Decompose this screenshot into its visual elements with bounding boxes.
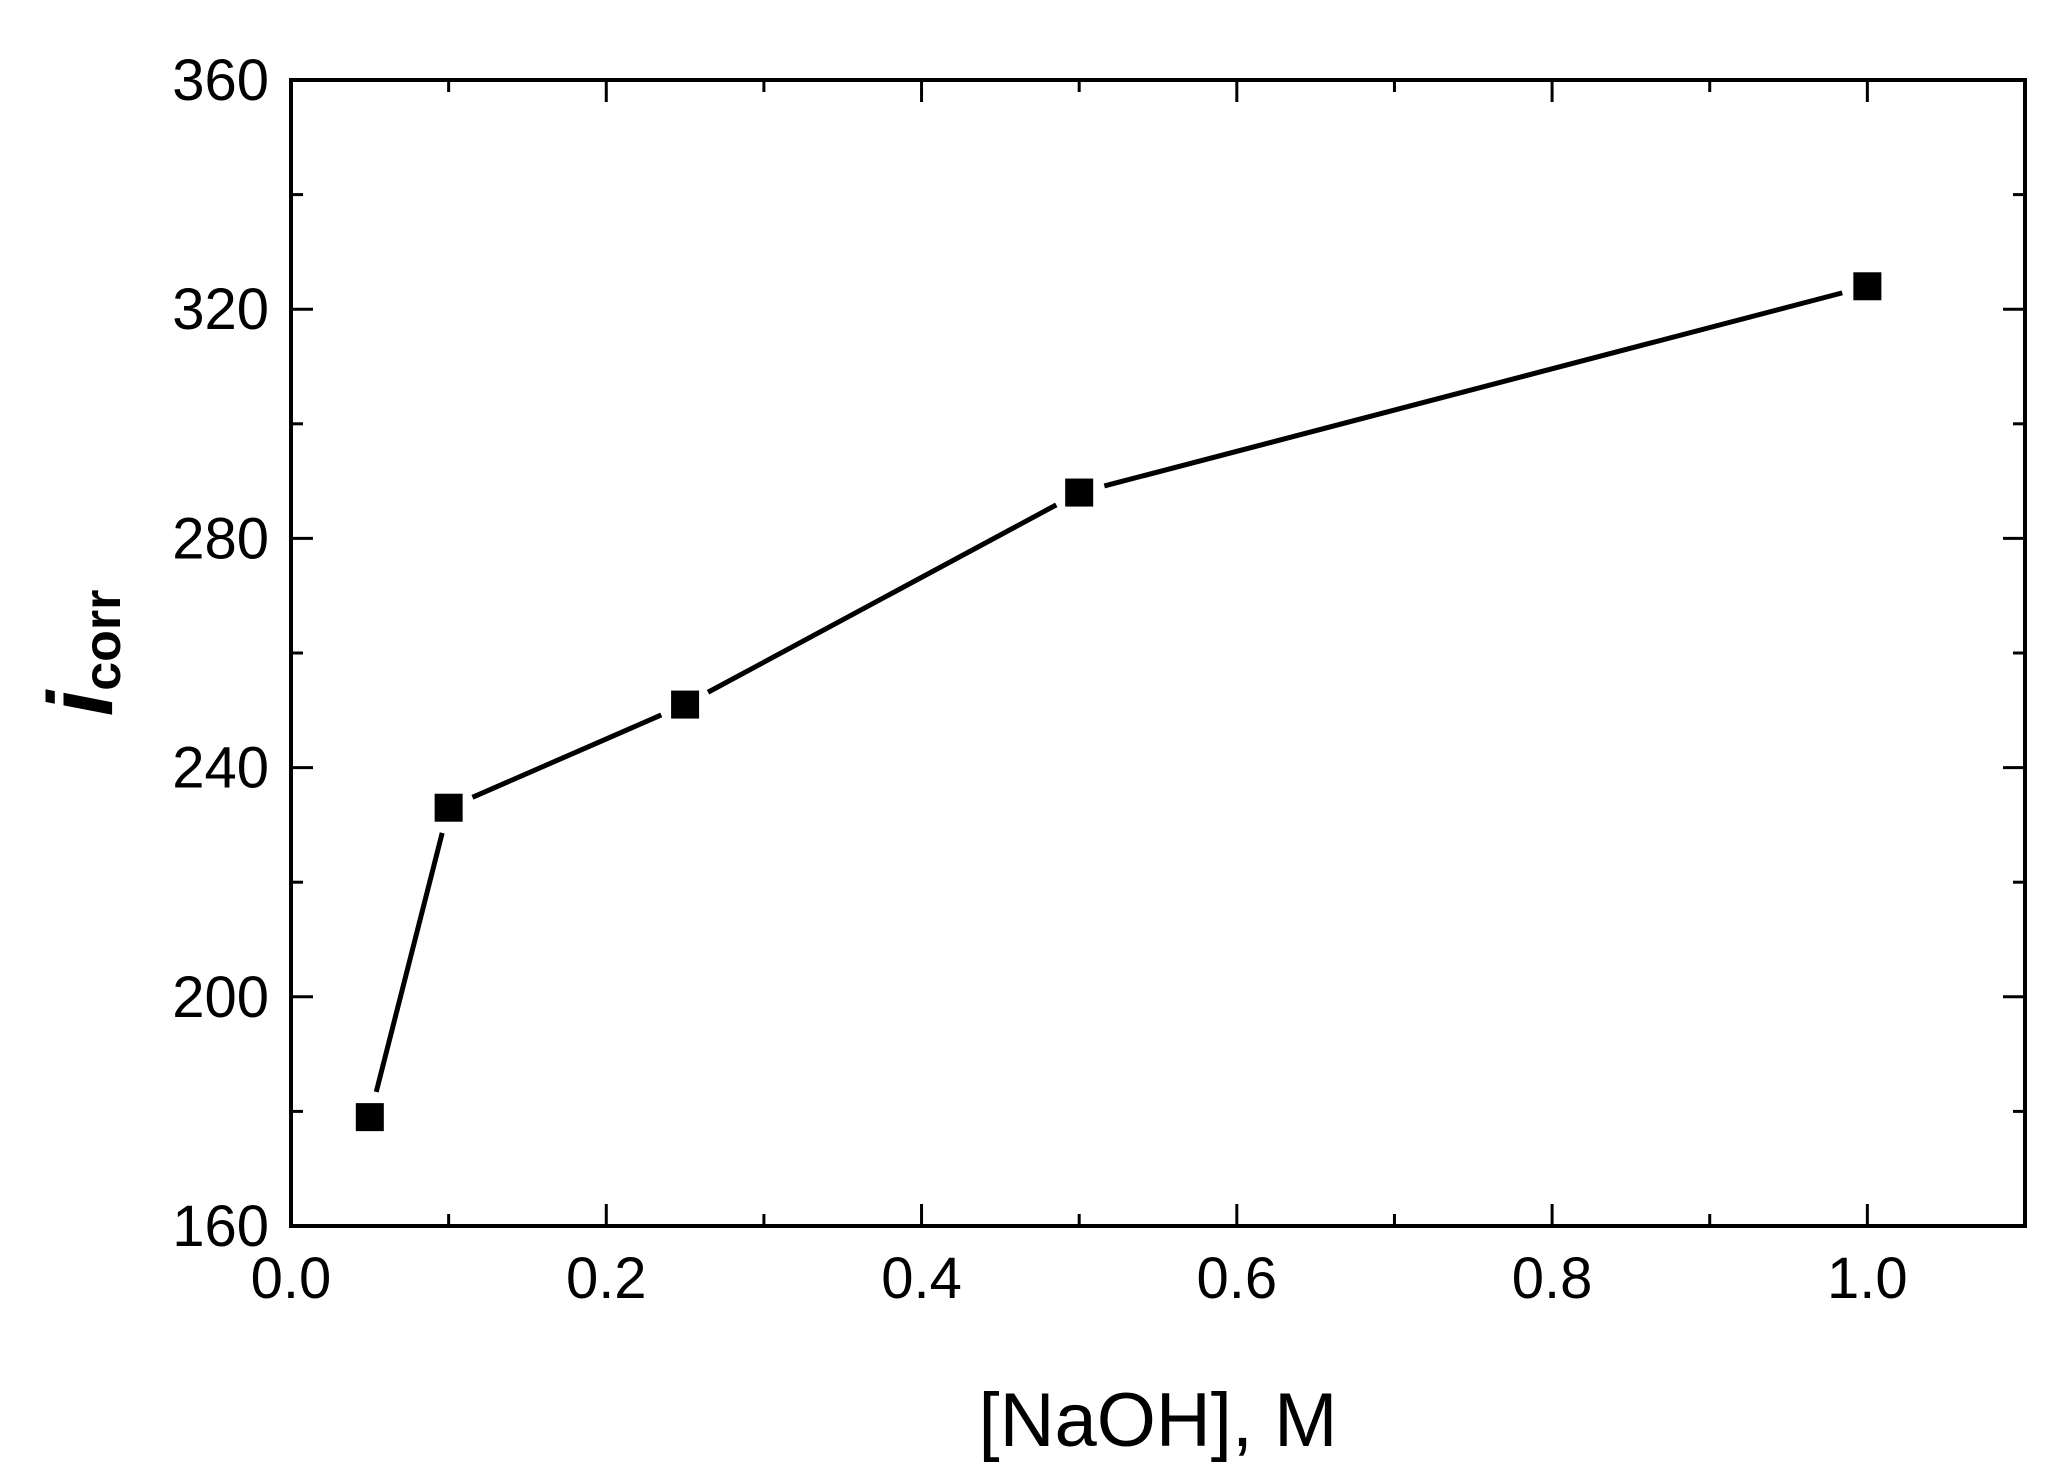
series-layer [355,272,1882,1132]
data-point [1853,272,1882,301]
x-axis-title: [NaOH], M [979,1378,1338,1463]
y-tick-label: 320 [172,277,269,342]
y-axis-title: icorr [30,590,132,717]
series-line-segment [373,832,445,1093]
axis-ticks: 0.0 0.2 0.4 0.6 0.8 1.0 160 200 240 280 320 360 [172,48,2027,1311]
data-point [355,1103,384,1132]
x-tick-label: 1.0 [1827,1246,1908,1311]
y-tick-label: 240 [172,736,269,801]
plot-frame [289,78,2027,1228]
svg-text:icorr: icorr [30,590,132,717]
series-line-segment [1103,290,1843,489]
y-tick-label: 280 [172,506,269,571]
x-tick-label: 0.6 [1196,1246,1277,1311]
x-tick-label: 0.0 [251,1246,332,1311]
y-axis-title-subscript: corr [74,590,132,691]
series-line-segment [706,502,1058,695]
data-point [1065,478,1094,507]
y-tick-label: 160 [172,1194,269,1259]
x-tick-label: 0.8 [1512,1246,1593,1311]
y-tick-label: 200 [172,965,269,1030]
x-tick-label: 0.2 [566,1246,647,1311]
y-axis-title-main: i [30,688,132,716]
x-tick-label: 0.4 [881,1246,962,1311]
data-point [434,793,463,822]
y-tick-label: 360 [172,48,269,113]
data-point [671,690,700,719]
series-line-segment [471,712,663,800]
